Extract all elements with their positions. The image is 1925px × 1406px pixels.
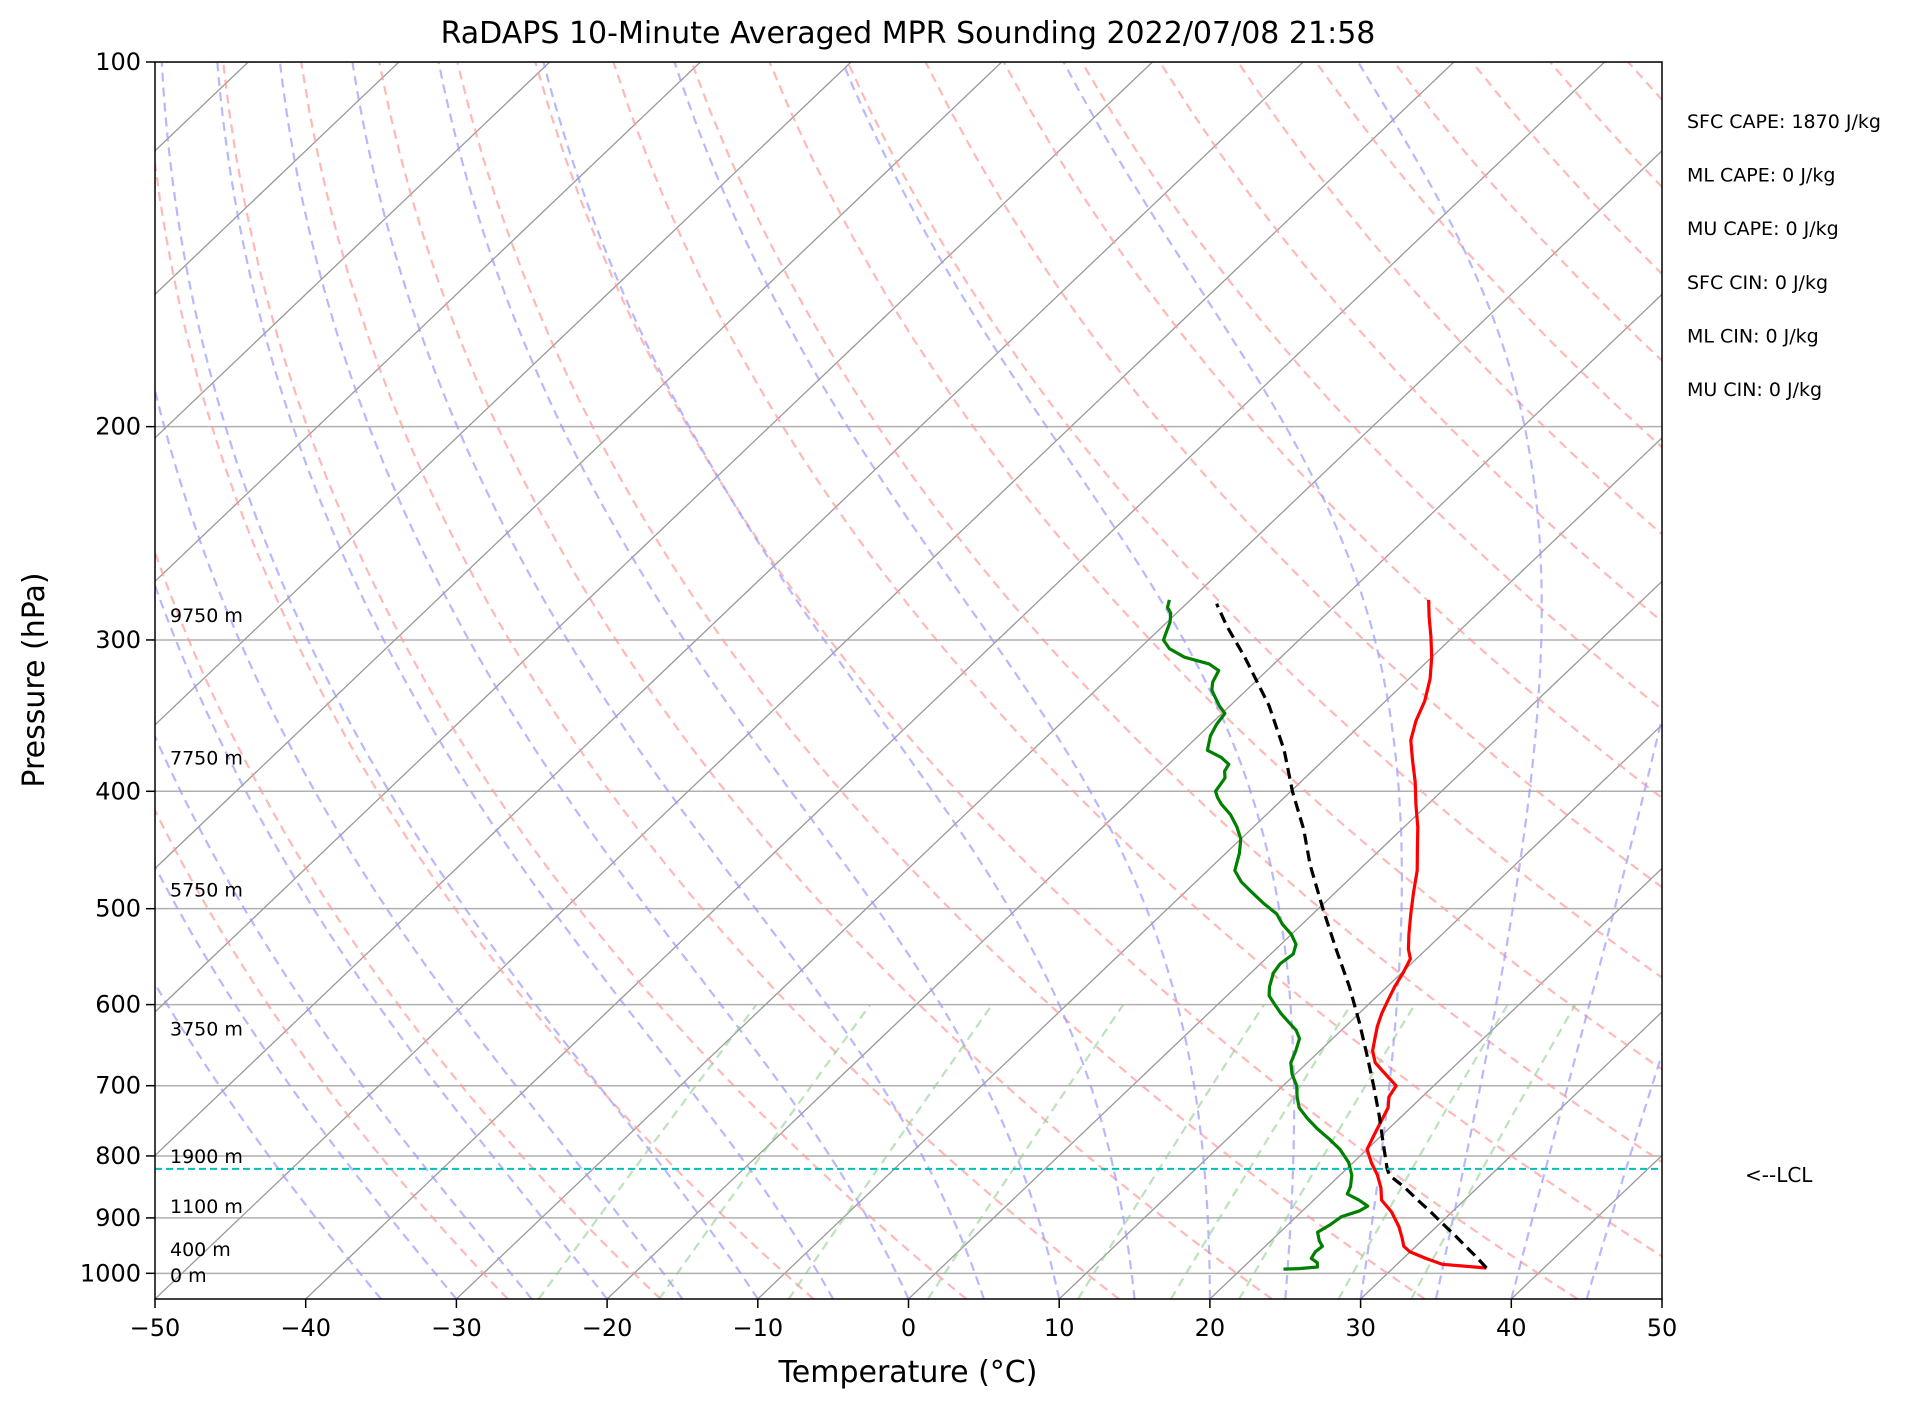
isotherm-line (908, 580, 1662, 1299)
dry-adiabat (924, 62, 1662, 889)
y-tick-label: 1000 (80, 1259, 141, 1287)
mixing-ratio-line (1169, 1004, 1352, 1299)
parcel-path (1215, 603, 1488, 1270)
temperature-profile (1365, 599, 1487, 1270)
isotherm-line (155, 62, 701, 583)
height-label: 9750 m (170, 605, 243, 627)
x-tick-label: 0 (901, 1314, 916, 1342)
isotherm-line (155, 62, 1003, 870)
height-label: 7750 m (170, 747, 243, 769)
mixing-ratio-line (537, 1003, 758, 1299)
series-layer (1161, 599, 1488, 1271)
dry-adiabat (456, 62, 1426, 1299)
mixing-ratio-lines (537, 1003, 1577, 1299)
moist-adiabat (155, 981, 382, 1299)
x-tick-label: 40 (1496, 1314, 1527, 1342)
stability-index: SFC CAPE: 1870 J/kg (1687, 111, 1881, 133)
isotherm-line (155, 62, 1455, 1299)
stability-index: MU CAPE: 0 J/kg (1687, 218, 1839, 240)
height-label: 5750 m (170, 879, 243, 901)
lcl-label: <--LCL (1745, 1163, 1813, 1187)
isotherm-line (155, 62, 551, 439)
moist-adiabat (155, 582, 608, 1299)
dry-adiabat (690, 62, 1662, 1164)
dry-adiabat (155, 548, 662, 1299)
moist-adiabat (155, 733, 533, 1299)
chart-title: RaDAPS 10-Minute Averaged MPR Sounding 2… (441, 16, 1376, 51)
isotherm-line (757, 436, 1662, 1299)
dry-adiabat (378, 62, 1273, 1299)
dewpoint-profile (1161, 599, 1370, 1271)
x-tick-label: 50 (1647, 1314, 1678, 1342)
dry-adiabat (222, 62, 967, 1299)
x-tick-label: 20 (1195, 1314, 1226, 1342)
y-axis: 100 200 300 400 500 600 700 800 900 1000 (80, 48, 155, 1287)
dry-adiabat (768, 62, 1662, 1071)
mixing-ratio-line (927, 1003, 1125, 1299)
isotherm-line (155, 62, 1304, 1157)
y-tick-label: 600 (95, 991, 141, 1019)
stability-index: MU CIN: 0 J/kg (1687, 379, 1822, 401)
stability-index: SFC CIN: 0 J/kg (1687, 272, 1828, 294)
y-tick-label: 300 (95, 626, 141, 654)
moist-adiabat (1357, 62, 1543, 1299)
isotherm-line (1209, 867, 1662, 1299)
height-label: 1900 m (170, 1146, 243, 1168)
y-axis-label: Pressure (hPa) (17, 572, 52, 787)
mixing-ratio-line (658, 1003, 872, 1299)
mixing-ratio-line (787, 1003, 994, 1299)
x-axis-label: Temperature (°C) (778, 1355, 1038, 1390)
height-label: 400 m (170, 1239, 231, 1261)
x-tick-label: −30 (431, 1314, 482, 1342)
dry-adiabat (155, 808, 509, 1299)
moist-adiabat (155, 385, 684, 1299)
plot-area (155, 62, 1662, 1299)
y-tick-label: 500 (95, 895, 141, 923)
moist-adiabat (160, 62, 759, 1299)
moist-adiabat (841, 62, 1296, 1299)
isotherm-grid (155, 62, 1662, 1299)
height-label: 1100 m (170, 1196, 243, 1218)
x-tick-label: −10 (732, 1314, 783, 1342)
dry-adiabat (1002, 62, 1662, 800)
isotherm-line (455, 149, 1662, 1299)
moist-adiabat (351, 62, 985, 1299)
isotherm-line (1360, 1011, 1662, 1299)
y-tick-label: 900 (95, 1204, 141, 1232)
height-label: 0 m (170, 1265, 207, 1287)
moist-adiabat (278, 62, 910, 1299)
moist-adiabat (216, 62, 835, 1299)
stability-indices: SFC CAPE: 1870 J/kg ML CAPE: 0 J/kg MU CAP… (1687, 111, 1881, 401)
dry-adiabat (300, 62, 1120, 1299)
stability-index: ML CIN: 0 J/kg (1687, 325, 1819, 347)
isotherm-line (155, 62, 852, 726)
stability-index: ML CAPE: 0 J/kg (1687, 165, 1835, 187)
y-tick-label: 400 (95, 777, 141, 805)
x-axis: −50 −40 −30 −20 −10 0 10 20 30 40 50 (130, 1299, 1678, 1342)
y-tick-label: 800 (95, 1142, 141, 1170)
x-tick-label: 10 (1044, 1314, 1075, 1342)
x-tick-label: −50 (130, 1314, 181, 1342)
x-tick-label: −20 (582, 1314, 633, 1342)
grid-layer (155, 62, 1662, 1299)
x-tick-label: −40 (280, 1314, 331, 1342)
y-tick-label: 100 (95, 48, 141, 76)
moist-adiabat (437, 62, 1061, 1299)
height-labels: 9750 m 7750 m 5750 m 3750 m 1900 m 1100 m 400 … (170, 605, 243, 1287)
isotherm-line (155, 62, 1153, 1013)
moist-adiabat (155, 864, 458, 1299)
moist-adiabat (673, 62, 1212, 1299)
dry-adiabat (534, 62, 1579, 1299)
isotherm-line (1058, 724, 1662, 1299)
dry-adiabat-lines (155, 62, 1662, 1299)
y-tick-label: 700 (95, 1072, 141, 1100)
y-tick-label: 200 (95, 413, 141, 441)
height-label: 3750 m (170, 1019, 243, 1041)
x-tick-label: 30 (1345, 1314, 1376, 1342)
isotherm-line (155, 62, 400, 296)
mixing-ratio-line (1077, 1004, 1265, 1299)
isobar-grid (155, 62, 1662, 1275)
